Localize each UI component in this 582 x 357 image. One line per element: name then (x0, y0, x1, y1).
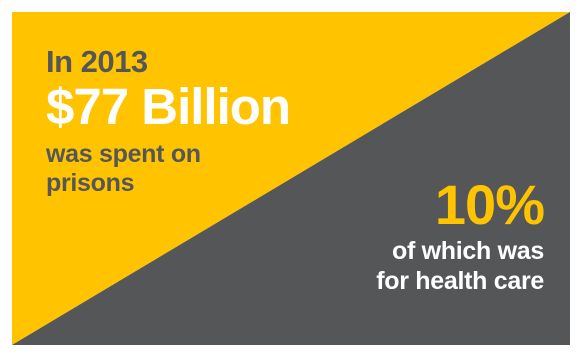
spending-block: In 2013 $77 Billion was spent on prisons (46, 44, 346, 198)
year-heading: In 2013 (46, 44, 148, 79)
health-care-description: of which was for health care (284, 236, 544, 296)
health-care-percent: 10% (434, 173, 545, 236)
spending-amount: $77 Billion (46, 78, 291, 135)
spending-description: was spent on prisons (46, 140, 246, 198)
spending-description-line1: was spent on (46, 140, 201, 168)
health-care-block: 10% of which was for health care (284, 173, 545, 296)
health-care-description-line2: for health care (376, 267, 544, 295)
spending-description-line2: prisons (46, 169, 135, 197)
gray-panel (12, 12, 570, 345)
health-care-description-line1: of which was (392, 237, 544, 265)
